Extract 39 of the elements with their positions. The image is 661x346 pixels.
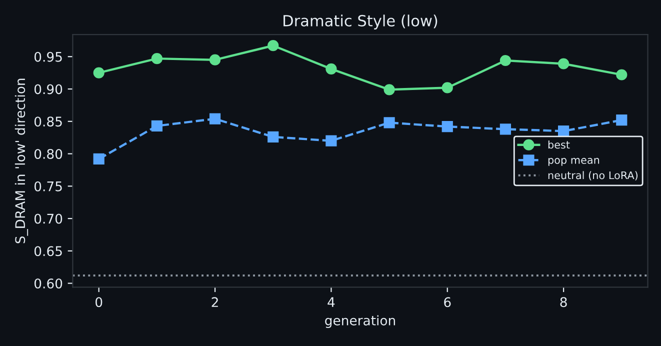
point: [268, 40, 279, 52]
y-tick-label: 0.85: [34, 116, 62, 127]
chart-title: Dramatic Style (low): [284, 14, 438, 30]
point: [384, 117, 395, 128]
legend-label: best: [548, 140, 570, 149]
point: [268, 131, 279, 142]
x-axis-title: generation: [325, 315, 396, 328]
point: [209, 113, 221, 124]
y-tick-label: 0.95: [34, 52, 62, 62]
x-tick-label: 2: [212, 297, 218, 307]
y-tick-label: 0.75: [34, 181, 62, 192]
point: [616, 114, 628, 126]
legend-label: pop mean: [548, 158, 600, 166]
x-tick-label: 0: [96, 297, 102, 308]
x-tick-label: 4: [328, 297, 335, 307]
y-tick-label: 0.60: [34, 278, 62, 288]
y-tick-label: 0.90: [34, 84, 62, 94]
x-tick-label: 6: [444, 297, 451, 308]
point: [558, 58, 570, 70]
point: [500, 54, 512, 66]
point: [442, 82, 453, 94]
point: [93, 67, 104, 78]
point: [384, 84, 395, 96]
point: [326, 63, 337, 74]
y-tick-label: 0.65: [34, 246, 62, 256]
point: [442, 121, 453, 132]
point: [209, 54, 221, 66]
point: [616, 69, 628, 80]
point: [151, 120, 162, 132]
point: [558, 126, 570, 137]
point: [326, 135, 337, 146]
y-tick-label: 0.70: [34, 214, 62, 224]
point: [500, 124, 512, 135]
point: [151, 53, 162, 64]
point: [93, 153, 104, 165]
x-tick-label: 8: [560, 297, 567, 308]
y-axis-title: S_DRAM in 'low' direction: [14, 78, 28, 244]
legend-label: neutral (no LoRA): [548, 171, 638, 180]
y-tick-label: 0.80: [34, 148, 62, 159]
